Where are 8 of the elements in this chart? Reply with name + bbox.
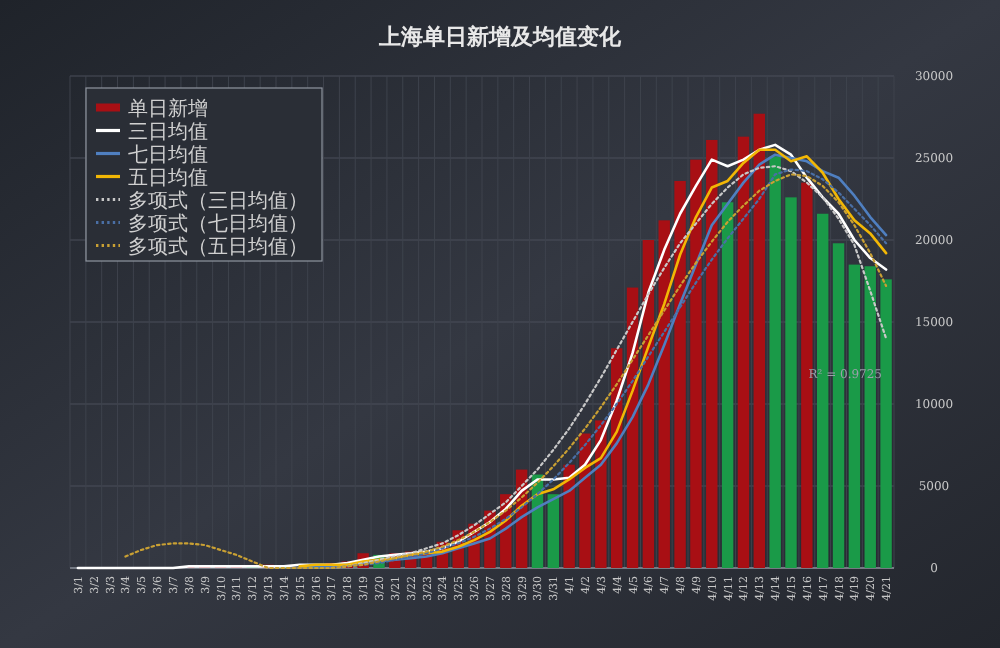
legend-label: 多项式（五日均值）	[128, 234, 308, 259]
legend-label: 多项式（七日均值）	[128, 211, 308, 236]
chart-title: 上海单日新增及均值变化	[377, 24, 623, 50]
legend-label: 五日均值	[128, 165, 208, 190]
legend-label: 七日均值	[128, 142, 208, 167]
legend-label: 三日均值	[128, 119, 208, 144]
legend-label: 多项式（三日均值）	[128, 188, 308, 213]
legend-label: 单日新增	[128, 96, 208, 121]
